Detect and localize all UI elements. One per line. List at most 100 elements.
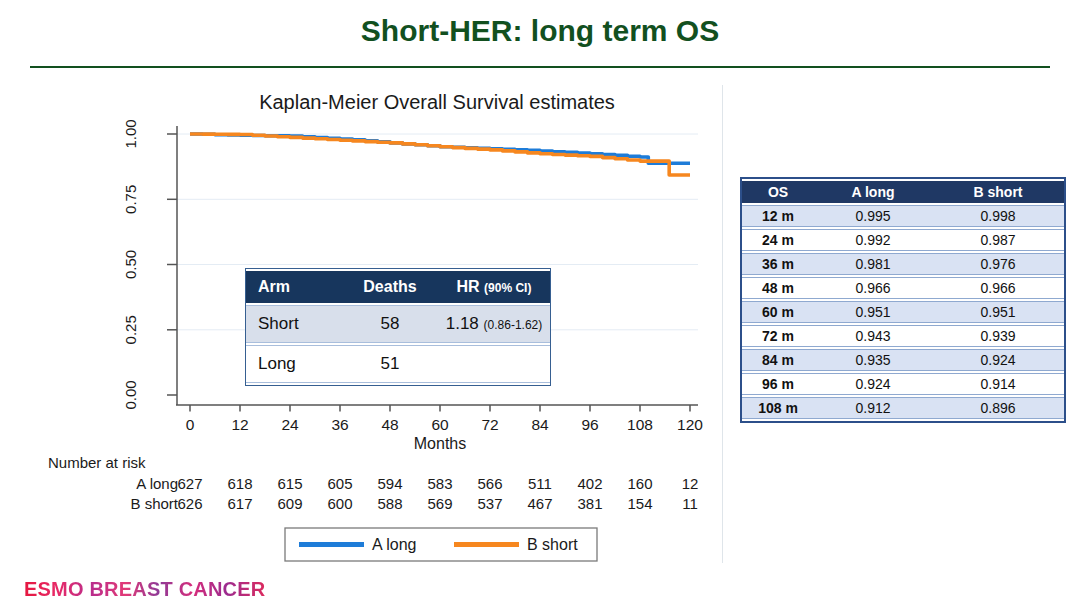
- inset-hr-short: 1.18 (0.86-1.62): [438, 305, 550, 343]
- inset-hr-long: [438, 345, 550, 383]
- a-long-estimate: 0.951: [814, 301, 932, 323]
- os-table-row: 24 m0.9920.987: [742, 229, 1064, 251]
- x-tick-label: 36: [331, 416, 348, 433]
- x-tick-label: 72: [481, 416, 498, 433]
- x-axis-label: Months: [414, 435, 466, 452]
- y-tick-label: 0.50: [122, 250, 139, 279]
- risk-row-label: A long: [136, 475, 178, 492]
- y-tick-label: 0.75: [122, 185, 139, 214]
- inset-row-short: Short 58 1.18 (0.86-1.62): [246, 305, 550, 343]
- os-table-row: 108 m0.9120.896: [742, 397, 1064, 419]
- risk-value: 402: [577, 475, 602, 492]
- x-tick-label: 0: [186, 416, 195, 433]
- x-tick-label: 108: [627, 416, 653, 433]
- a-long-estimate: 0.995: [814, 205, 932, 227]
- chart-title: Kaplan-Meier Overall Survival estimates: [259, 91, 615, 113]
- inset-row-long: Long 51: [246, 345, 550, 383]
- a-long-estimate: 0.966: [814, 277, 932, 299]
- x-tick-label: 96: [581, 416, 598, 433]
- inset-arm-long: Long: [246, 345, 342, 383]
- esmo-breast-cancer-logo: ESMO BREAST CANCER: [24, 578, 265, 601]
- a-long-estimate: 0.912: [814, 397, 932, 419]
- a-long-estimate: 0.943: [814, 325, 932, 347]
- y-tick-label: 1.00: [122, 119, 139, 148]
- x-tick-label: 48: [381, 416, 398, 433]
- b-short-estimate: 0.951: [932, 301, 1064, 323]
- risk-value: 615: [277, 475, 302, 492]
- b-short-estimate: 0.939: [932, 325, 1064, 347]
- risk-value: 600: [327, 495, 352, 512]
- os-table-row: 36 m0.9810.976: [742, 253, 1064, 275]
- a-long-estimate: 0.924: [814, 373, 932, 395]
- risk-value: 583: [427, 475, 452, 492]
- os-estimates-table: OS A long B short 12 m0.9950.99824 m0.99…: [740, 177, 1066, 423]
- legend-label: A long: [372, 536, 416, 553]
- title-divider: [30, 66, 1050, 68]
- y-tick-label: 0.00: [122, 380, 139, 409]
- os-timepoint: 24 m: [742, 229, 814, 251]
- os-timepoint: 60 m: [742, 301, 814, 323]
- inset-deaths-short: 58: [342, 305, 438, 343]
- b-short-estimate: 0.976: [932, 253, 1064, 275]
- risk-value: 627: [177, 475, 202, 492]
- risk-value: 626: [177, 495, 202, 512]
- risk-value: 617: [227, 495, 252, 512]
- x-tick-label: 60: [431, 416, 449, 433]
- risk-value: 154: [627, 495, 652, 512]
- inset-arm-short: Short: [246, 305, 342, 343]
- number-at-risk-label: Number at risk: [48, 454, 146, 471]
- inset-col-hr: HR (90% CI): [438, 271, 550, 303]
- risk-value: 594: [377, 475, 402, 492]
- risk-value: 537: [477, 495, 502, 512]
- risk-value: 618: [227, 475, 252, 492]
- os-timepoint: 96 m: [742, 373, 814, 395]
- b-short-estimate: 0.966: [932, 277, 1064, 299]
- b-short-estimate: 0.987: [932, 229, 1064, 251]
- hr-ci-note: (90% CI): [484, 281, 531, 295]
- slide: Short-HER: long term OS 1.000.750.500.25…: [0, 0, 1080, 614]
- hr-label: HR: [457, 278, 480, 295]
- x-tick-label: 24: [281, 416, 299, 433]
- a-long-estimate: 0.992: [814, 229, 932, 251]
- x-tick-label: 120: [677, 416, 703, 433]
- os-table-row: 60 m0.9510.951: [742, 301, 1064, 323]
- hr-inset-table: Arm Deaths HR (90% CI) Short 58 1.18 (0.…: [245, 268, 551, 386]
- risk-value: 609: [277, 495, 302, 512]
- inset-header-row: Arm Deaths HR (90% CI): [246, 271, 550, 303]
- risk-value: 381: [577, 495, 602, 512]
- os-timepoint: 36 m: [742, 253, 814, 275]
- risk-value: 12: [682, 475, 699, 492]
- os-table-row: 72 m0.9430.939: [742, 325, 1064, 347]
- os-timepoint: 12 m: [742, 205, 814, 227]
- inset-col-arm: Arm: [246, 271, 342, 303]
- os-timepoint: 48 m: [742, 277, 814, 299]
- os-table-row: 12 m0.9950.998: [742, 205, 1064, 227]
- inset-col-deaths: Deaths: [342, 271, 438, 303]
- hr-ci-value: (0.86-1.62): [484, 318, 543, 332]
- os-timepoint: 84 m: [742, 349, 814, 371]
- b-short-estimate: 0.896: [932, 397, 1064, 419]
- b-short-col-header: B short: [932, 181, 1064, 203]
- hr-value: 1.18: [446, 314, 479, 333]
- a-long-col-header: A long: [814, 181, 932, 203]
- b-short-estimate: 0.998: [932, 205, 1064, 227]
- page-title: Short-HER: long term OS: [40, 14, 1040, 48]
- x-tick-label: 84: [531, 416, 549, 433]
- risk-row-label: B short: [130, 495, 178, 512]
- risk-value: 605: [327, 475, 352, 492]
- b-short-estimate: 0.924: [932, 349, 1064, 371]
- x-tick-label: 12: [231, 416, 248, 433]
- risk-value: 467: [527, 495, 552, 512]
- os-table-row: 96 m0.9240.914: [742, 373, 1064, 395]
- os-timepoint: 72 m: [742, 325, 814, 347]
- risk-value: 566: [477, 475, 502, 492]
- risk-value: 160: [627, 475, 652, 492]
- os-col-header: OS: [742, 181, 814, 203]
- a-long-estimate: 0.981: [814, 253, 932, 275]
- a-long-estimate: 0.935: [814, 349, 932, 371]
- risk-value: 588: [377, 495, 402, 512]
- risk-value: 569: [427, 495, 452, 512]
- inset-deaths-long: 51: [342, 345, 438, 383]
- risk-value: 11: [682, 495, 698, 512]
- risk-value: 511: [528, 475, 552, 492]
